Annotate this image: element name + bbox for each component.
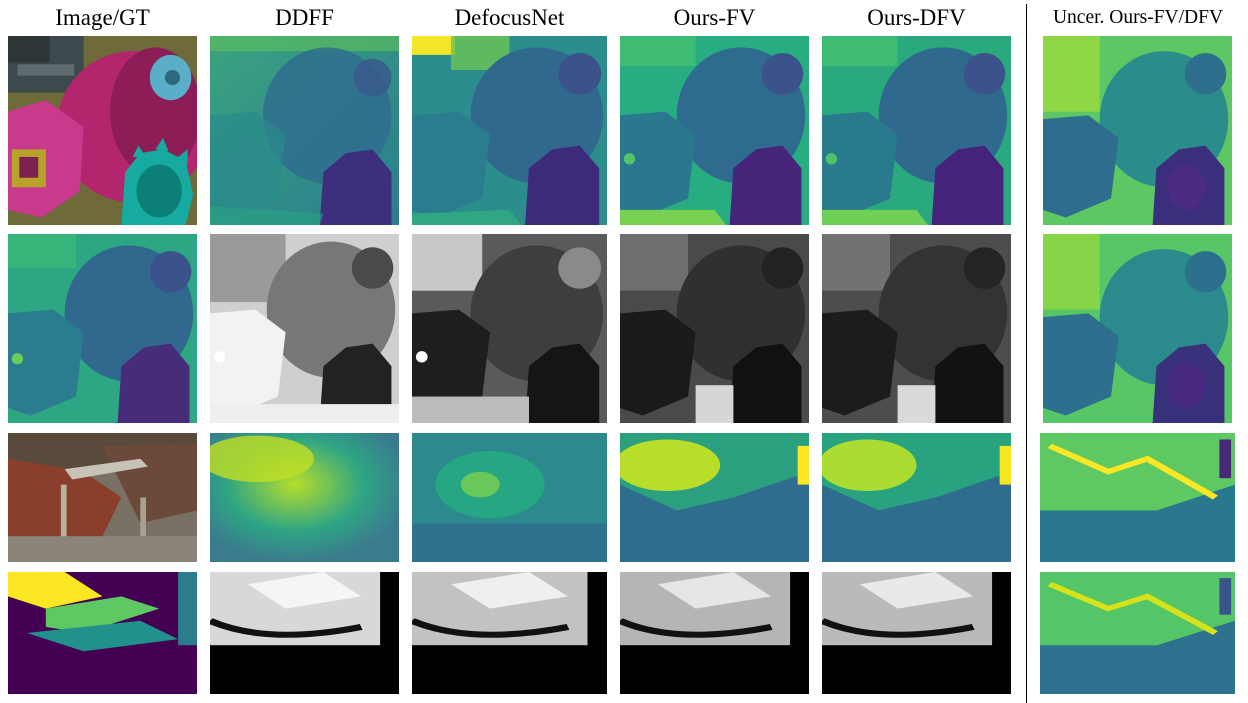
defocusnet-depth-map-gears (412, 36, 607, 225)
column-header-image-gt: Image/GT (55, 5, 150, 30)
ours-dfv-error-map-chair (822, 572, 1011, 694)
ddff-error-map-gears (210, 234, 399, 423)
ddff-depth-map-chair (210, 433, 399, 562)
chair-rgb-image (8, 433, 197, 562)
column-header-ours-dfv: Ours-DFV (867, 5, 966, 30)
ddff-depth-map-gears (210, 36, 399, 225)
defocusnet-error-map-gears (412, 234, 607, 423)
column-separator (1026, 4, 1027, 703)
column-header-uncertainty: Uncer. Ours-FV/DFV (1052, 7, 1224, 28)
ours-dfv-depth-map-gears (822, 36, 1011, 225)
gears-rgb-image (8, 36, 197, 225)
ddff-error-map-chair (210, 572, 399, 694)
ours-dfv-depth-map-chair (822, 433, 1011, 562)
column-header-ours-fv: Ours-FV (673, 5, 756, 30)
column-header-defocusnet: DefocusNet (454, 5, 565, 30)
uncertainty-map-ours-fv-gears (1043, 36, 1232, 225)
ours-fv-depth-map-chair (620, 433, 809, 562)
defocusnet-depth-map-chair (412, 433, 607, 562)
defocusnet-error-map-chair (412, 572, 607, 694)
ours-fv-error-map-chair (620, 572, 809, 694)
uncertainty-map-ours-dfv-chair (1040, 572, 1235, 694)
uncertainty-map-ours-dfv-gears (1043, 234, 1232, 423)
gears-ground-truth-depth (8, 234, 197, 423)
ours-fv-depth-map-gears (620, 36, 809, 225)
chair-ground-truth-depth (8, 572, 197, 694)
ours-dfv-error-map-gears (822, 234, 1011, 423)
uncertainty-map-ours-fv-chair (1040, 433, 1235, 562)
column-header-ddff: DDFF (275, 5, 334, 30)
ours-fv-error-map-gears (620, 234, 809, 423)
